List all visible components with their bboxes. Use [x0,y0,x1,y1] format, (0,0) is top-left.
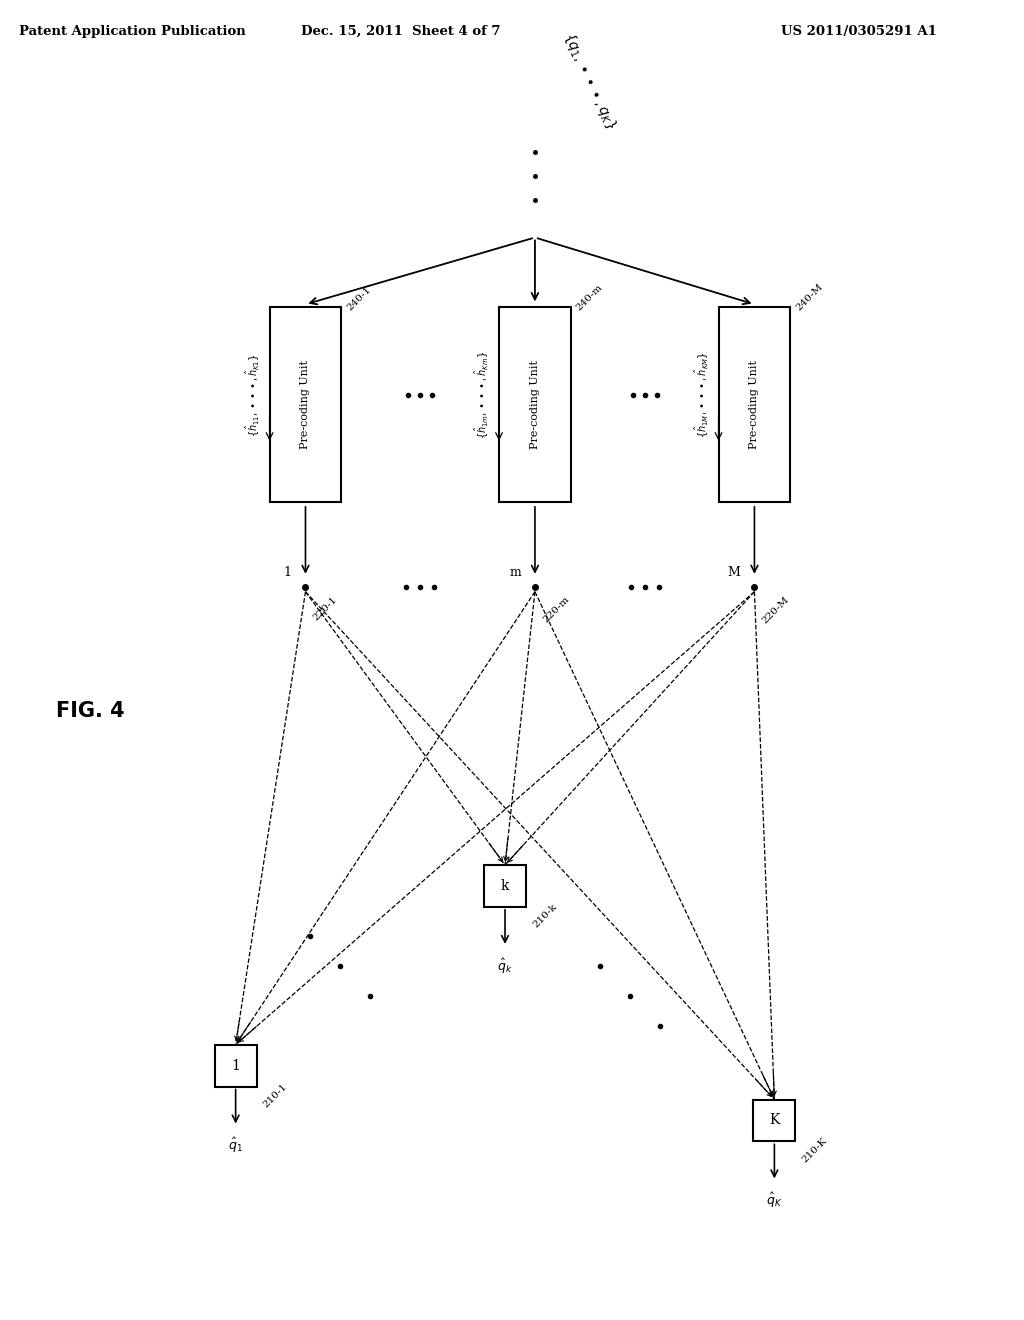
Text: Dec. 15, 2011  Sheet 4 of 7: Dec. 15, 2011 Sheet 4 of 7 [300,25,500,38]
Text: $\{q_1,\bullet\bullet\bullet,q_K\}$: $\{q_1,\bullet\bullet\bullet,q_K\}$ [559,29,621,133]
Text: M: M [728,566,740,578]
Text: 210-k: 210-k [531,902,558,929]
Text: 210-1: 210-1 [261,1081,289,1109]
Text: $\{\hat{h}_{1m},\bullet\bullet\bullet,\hat{h}_{Km}\}$: $\{\hat{h}_{1m},\bullet\bullet\bullet,\h… [473,351,492,440]
Text: 210-K: 210-K [801,1137,828,1164]
Text: Patent Application Publication: Patent Application Publication [19,25,246,38]
Text: 240-m: 240-m [574,282,604,313]
Text: FIG. 4: FIG. 4 [56,701,125,722]
Text: k: k [501,879,509,894]
Text: 220-1: 220-1 [311,595,339,622]
Text: 1: 1 [231,1059,240,1073]
Text: 240-1: 240-1 [345,285,373,313]
Text: $\hat{q}_k$: $\hat{q}_k$ [498,957,513,975]
Bar [719,308,791,502]
Bar [215,1044,257,1086]
Text: 220-M: 220-M [761,595,791,626]
Text: m: m [509,566,521,578]
Text: K: K [769,1114,779,1127]
Text: Pre-coding Unit: Pre-coding Unit [300,360,310,449]
Text: Pre-coding Unit: Pre-coding Unit [750,360,760,449]
Text: Pre-coding Unit: Pre-coding Unit [530,360,540,449]
Bar [754,1100,796,1142]
Bar [499,308,570,502]
Text: US 2011/0305291 A1: US 2011/0305291 A1 [781,25,937,38]
Text: 220-m: 220-m [541,595,570,624]
Text: $\hat{q}_K$: $\hat{q}_K$ [766,1191,782,1210]
Text: $\{\hat{h}_{1M},\bullet\bullet\bullet,\hat{h}_{KM}\}$: $\{\hat{h}_{1M},\bullet\bullet\bullet,\h… [692,351,711,438]
Bar [269,308,341,502]
Text: $\hat{q}_1$: $\hat{q}_1$ [228,1137,243,1155]
Text: 240-M: 240-M [795,282,824,313]
Text: $\{\hat{h}_{11},\bullet\bullet\bullet,\hat{h}_{K1}\}$: $\{\hat{h}_{11},\bullet\bullet\bullet,\h… [244,352,261,437]
Text: 1: 1 [284,566,292,578]
Bar [484,865,526,907]
